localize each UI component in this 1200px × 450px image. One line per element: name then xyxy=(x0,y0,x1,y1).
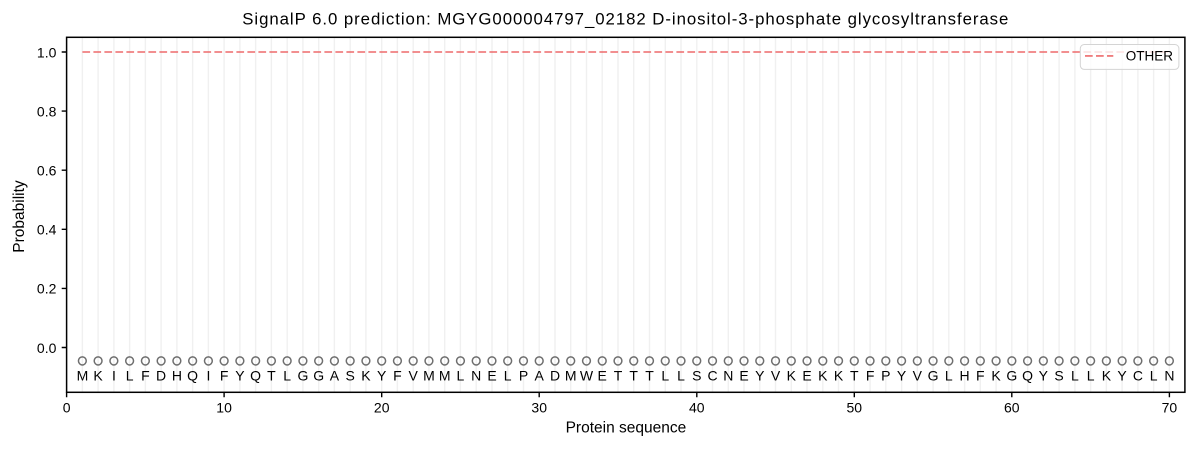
svg-text:70: 70 xyxy=(1162,400,1178,416)
svg-text:0.8: 0.8 xyxy=(37,103,57,119)
svg-text:1.0: 1.0 xyxy=(37,44,57,60)
svg-text:0.4: 0.4 xyxy=(37,222,57,238)
svg-text:0: 0 xyxy=(63,400,71,416)
svg-text:50: 50 xyxy=(847,400,863,416)
svg-text:0.2: 0.2 xyxy=(37,281,57,297)
svg-text:10: 10 xyxy=(216,400,232,416)
svg-text:Probability: Probability xyxy=(11,180,28,253)
svg-text:20: 20 xyxy=(374,400,390,416)
svg-text:60: 60 xyxy=(1004,400,1020,416)
svg-text:0.6: 0.6 xyxy=(37,163,57,179)
svg-text:30: 30 xyxy=(531,400,547,416)
svg-text:SignalP 6.0 prediction: MGYG00: SignalP 6.0 prediction: MGYG000004797_02… xyxy=(242,9,1009,28)
svg-text:Protein sequence: Protein sequence xyxy=(566,420,687,437)
svg-text:40: 40 xyxy=(689,400,705,416)
svg-text:0.0: 0.0 xyxy=(37,340,57,356)
svg-text:OTHER: OTHER xyxy=(1126,48,1174,63)
